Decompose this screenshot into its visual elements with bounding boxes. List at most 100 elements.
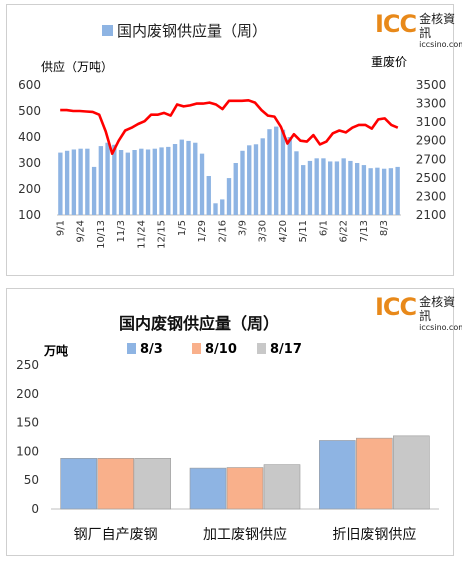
x-tick-label: 3/30 [258, 220, 269, 242]
legend-label: 8/17 [270, 342, 302, 357]
icc-logo: ICC 金核資訊 iccsino.com [375, 295, 462, 333]
chart-title: 国内废钢供应量（周） [119, 314, 279, 333]
x-tick-label: 1/5 [177, 220, 188, 236]
x-tick-label: 6/1 [318, 220, 329, 236]
supply-bar [152, 148, 157, 215]
supply-bar [145, 149, 151, 215]
price-line [60, 99, 399, 155]
chart-title: 国内废钢供应量（周） [117, 22, 267, 40]
supply-bar [395, 166, 400, 215]
y-tick-label: 100 [18, 208, 41, 222]
y-tick-label: 250 [16, 358, 39, 372]
supply-bar [186, 140, 191, 215]
x-tick-label: 9/24 [76, 220, 87, 242]
x-tick-label: 3/9 [237, 220, 248, 236]
x-tick-label: 4/20 [278, 220, 289, 242]
supply-bar [375, 167, 380, 215]
logo-mark: ICC [375, 10, 417, 38]
y2-tick-label: 3100 [416, 115, 447, 129]
supply-bar [301, 165, 306, 215]
y-tick-label: 150 [16, 416, 39, 430]
supply-bar [118, 150, 124, 215]
supply-bar [85, 148, 90, 215]
x-tick-label: 11/24 [136, 220, 147, 249]
y2-tick-label: 3300 [416, 97, 447, 111]
x-tick-label: 10/13 [96, 220, 107, 249]
category-label: 折旧废钢供应 [332, 526, 416, 543]
supply-bar [226, 178, 232, 215]
supply-bar [64, 150, 70, 215]
supply-bar [105, 142, 110, 215]
x-tick-label: 2/16 [217, 220, 228, 242]
supply-bar [132, 150, 137, 215]
supply-bar [287, 137, 292, 215]
supply-bar [348, 160, 353, 215]
supply-bar [328, 161, 333, 215]
supply-by-source-bar-chart: 国内废钢供应量（周） 万吨 8/3 8/10 8/17 0 50 100 150 200 250 钢厂… [6, 288, 462, 556]
supply-bar [71, 149, 77, 215]
y2-tick-label: 2100 [416, 208, 447, 222]
chart1-svg: 国内废钢供应量（周） 供应（万吨） 重废价 100 200 300 400 500 600 210… [18, 22, 447, 249]
bar-8-3 [60, 458, 97, 510]
y-axis-label: 万吨 [43, 343, 68, 358]
logo-name: 金核資訊 [419, 12, 456, 40]
y2-tick-label: 3500 [416, 78, 447, 92]
supply-bar [193, 142, 198, 215]
bar-8-3 [319, 440, 356, 510]
supply-bar [267, 129, 272, 215]
icc-logo: ICC 金核資訊 iccsino.com [375, 12, 462, 50]
y2-axis-label: 重废价 [371, 54, 407, 69]
supply-bar [233, 163, 238, 215]
bar-8-17 [393, 435, 430, 510]
y-tick-label: 50 [24, 473, 39, 487]
bar-8-10 [97, 458, 134, 510]
supply-bar [260, 138, 265, 215]
bar-8-3 [189, 467, 227, 510]
x-tick-label: 11/3 [116, 220, 127, 242]
supply-bar [240, 150, 245, 215]
supply-bar [314, 158, 319, 215]
y-tick-label: 300 [18, 156, 41, 170]
supply-bar [334, 161, 340, 215]
y-tick-label: 400 [18, 130, 41, 144]
x-tick-label: 5/11 [298, 220, 309, 242]
legend-label: 8/10 [205, 342, 237, 357]
supply-bar [199, 153, 205, 215]
supply-bar [179, 139, 184, 215]
supply-bar [247, 145, 252, 215]
x-tick-label: 7/13 [359, 220, 370, 242]
supply-bar [388, 168, 394, 215]
supply-bar [172, 144, 178, 215]
supply-bar [125, 152, 130, 215]
x-tick-label: 1/29 [197, 220, 208, 242]
x-tick-label: 12/15 [157, 220, 168, 249]
supply-bar [98, 146, 104, 215]
y-tick-label: 600 [18, 78, 41, 92]
y-tick-label: 500 [18, 104, 41, 118]
legend-swatch-8-10 [192, 343, 201, 354]
x-tick-label: 8/3 [379, 220, 390, 236]
supply-bar [139, 148, 144, 215]
category-label: 加工废钢供应 [203, 526, 287, 543]
y2-tick-label: 2900 [416, 134, 447, 148]
y-axis-label: 供应（万吨） [41, 59, 113, 74]
y2-tick-label: 2500 [416, 171, 447, 185]
logo-mark: ICC [375, 293, 417, 321]
supply-bar [112, 144, 117, 215]
y-tick-label: 100 [16, 444, 39, 458]
bar-8-17 [134, 458, 171, 510]
x-tick-label: 9/1 [55, 220, 66, 236]
supply-bar [166, 146, 171, 215]
weekly-supply-line-bar-chart: 国内废钢供应量（周） 供应（万吨） 重废价 100 200 300 400 500 600 210… [6, 4, 462, 276]
supply-bar [159, 147, 164, 215]
supply-bar [91, 166, 97, 215]
supply-bar [274, 126, 279, 215]
supply-bar [294, 151, 299, 215]
legend-swatch-supply [102, 25, 113, 36]
supply-bar [307, 160, 313, 215]
supply-bar [280, 129, 286, 215]
category-label: 钢厂自产废钢 [74, 527, 158, 543]
supply-bar [78, 148, 83, 215]
legend-swatch-8-3 [127, 343, 136, 354]
y-tick-label: 200 [16, 387, 39, 401]
